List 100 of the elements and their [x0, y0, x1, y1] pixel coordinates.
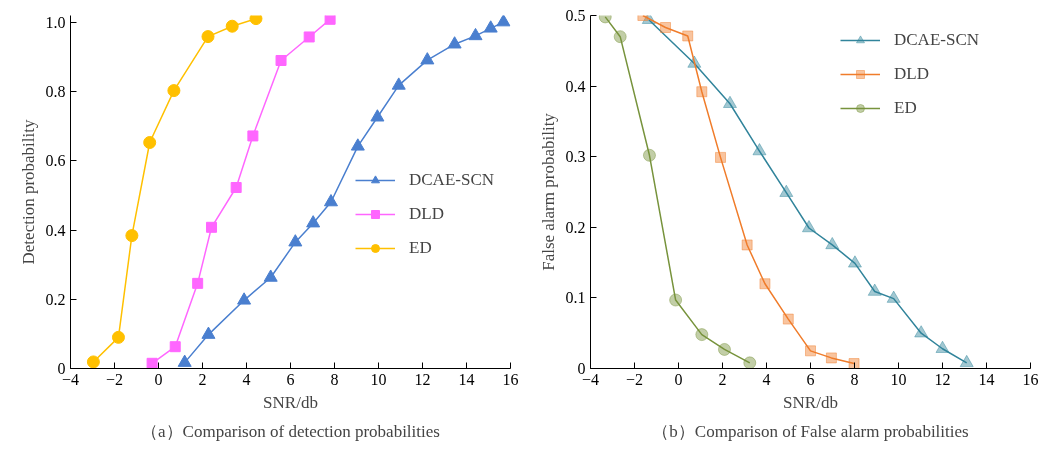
point: [752, 143, 767, 156]
y-tick-label: 0.2: [45, 290, 66, 308]
point: [167, 84, 181, 98]
point: [696, 86, 708, 98]
point: [496, 15, 511, 27]
point: [779, 184, 794, 197]
point: [847, 255, 862, 268]
point: [323, 194, 338, 207]
point: [825, 236, 840, 250]
y-tick-label: 0.1: [565, 289, 586, 307]
point: [782, 313, 794, 325]
x-tick-label: 12: [934, 370, 951, 388]
legend-label: DCAE-SCN: [409, 170, 495, 190]
y-tick-label: 0.4: [565, 77, 586, 95]
x-tick-label: 2: [198, 370, 207, 388]
point: [225, 19, 239, 33]
point: [324, 15, 336, 25]
text: （b）Comparison of False alarm probabilities: [652, 421, 969, 441]
x-tick-label: 8: [330, 370, 339, 388]
x-tick-label: 6: [286, 370, 295, 388]
point: [483, 20, 498, 33]
point: [468, 27, 483, 41]
point: [201, 30, 215, 44]
point: [263, 269, 278, 282]
x-tick-label: −2: [105, 370, 124, 388]
point: [722, 95, 737, 108]
point: [146, 357, 158, 369]
point: [391, 77, 406, 90]
x-tick-label: 0: [674, 370, 683, 388]
y-tick-label: 0.4: [45, 221, 66, 239]
y-tick-label: 0.8: [45, 83, 66, 101]
point: [370, 109, 385, 122]
x-tick-label: −2: [625, 370, 644, 388]
y-axis-title: False alarm probability: [538, 112, 558, 271]
legend-label: DCAE-SCN: [894, 30, 980, 50]
x-tick-label: 8: [850, 370, 859, 388]
point: [759, 278, 771, 290]
point: [613, 30, 627, 44]
legend-label: DLD: [894, 64, 929, 84]
point: [669, 293, 683, 307]
point: [420, 52, 435, 65]
point: [715, 151, 727, 163]
point: [111, 330, 125, 344]
y-axis-title: Detection probability: [18, 119, 38, 265]
point: [275, 54, 287, 66]
x-tick-label: 16: [502, 370, 519, 388]
point: [192, 277, 204, 289]
point: [886, 290, 901, 303]
y-tick-label: 0.3: [565, 148, 586, 166]
x-tick-label: 12: [414, 370, 431, 388]
legend-label: ED: [409, 238, 432, 258]
point: [201, 326, 216, 339]
point: [143, 136, 157, 149]
legend-label: ED: [894, 98, 917, 118]
x-tick-label: 16: [1022, 370, 1039, 388]
point: [247, 130, 259, 142]
point: [867, 283, 882, 296]
point: [447, 36, 462, 49]
point: [177, 354, 192, 367]
legend-label: DLD: [409, 204, 444, 224]
point: [350, 138, 365, 151]
y-tick-label: 0.5: [565, 7, 586, 24]
point: [914, 325, 929, 338]
x-tick-label: 10: [890, 370, 907, 388]
point: [848, 358, 860, 369]
point: [825, 352, 837, 364]
point: [741, 239, 753, 251]
point: [959, 354, 974, 368]
x-tick-label: 4: [242, 370, 251, 388]
point: [288, 234, 303, 247]
x-tick-label: 0: [154, 370, 163, 388]
point: [805, 345, 816, 357]
x-tick-label: 10: [370, 370, 387, 388]
y-tick-label: 0.6: [45, 152, 66, 170]
x-tick-label: 2: [718, 370, 727, 388]
x-tick-label: 14: [978, 370, 995, 388]
point: [743, 356, 757, 369]
point: [303, 31, 315, 43]
point: [801, 220, 816, 233]
point: [125, 229, 139, 243]
text: （a）Comparison of detection probabilities: [141, 421, 440, 441]
x-tick-label: 14: [458, 370, 475, 388]
y-tick-label: 0.2: [565, 218, 586, 236]
x-tick-label: 4: [762, 370, 771, 388]
point: [682, 30, 694, 42]
x-axis-title: SNR/db: [263, 392, 318, 412]
point: [306, 215, 321, 228]
point: [935, 340, 950, 353]
point: [169, 341, 181, 353]
point: [237, 292, 252, 305]
point: [660, 22, 672, 33]
x-axis-title: SNR/db: [783, 392, 838, 412]
point: [230, 182, 242, 193]
point: [717, 342, 731, 356]
point: [86, 355, 100, 369]
point: [695, 328, 709, 342]
point: [206, 221, 218, 233]
y-tick-label: 1.0: [45, 13, 66, 31]
point: [642, 148, 656, 162]
x-tick-label: 6: [806, 370, 815, 388]
